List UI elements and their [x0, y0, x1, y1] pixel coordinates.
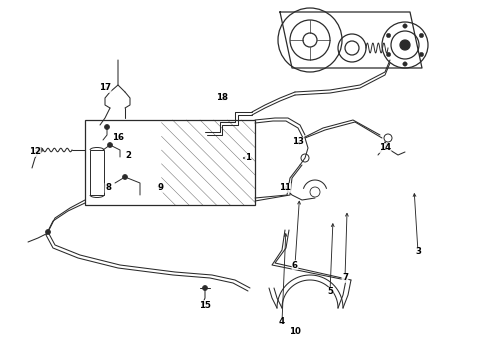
Text: 3: 3	[415, 248, 421, 256]
Bar	[90, 150, 104, 195]
Text: 17: 17	[99, 84, 111, 93]
Text: 13: 13	[292, 138, 304, 147]
Text: 16: 16	[112, 134, 124, 143]
Bar	[85, 120, 255, 205]
Text: 7: 7	[342, 274, 348, 283]
Text: 1: 1	[245, 153, 251, 162]
Circle shape	[403, 24, 407, 28]
Circle shape	[46, 230, 50, 234]
Text: 15: 15	[199, 301, 211, 310]
Text: 11: 11	[279, 184, 291, 193]
Circle shape	[403, 62, 407, 66]
Text: 18: 18	[216, 94, 228, 103]
Text: 12: 12	[29, 148, 41, 157]
Circle shape	[386, 52, 391, 57]
Circle shape	[202, 285, 207, 291]
Circle shape	[419, 33, 424, 38]
Text: 6: 6	[292, 261, 298, 270]
Text: 8: 8	[105, 184, 111, 193]
Circle shape	[104, 125, 109, 130]
Text: 9: 9	[157, 184, 163, 193]
Text: 2: 2	[125, 150, 131, 159]
Text: 5: 5	[327, 288, 333, 297]
Circle shape	[400, 40, 410, 50]
Circle shape	[38, 148, 43, 153]
Text: 10: 10	[289, 328, 301, 337]
Circle shape	[107, 143, 113, 148]
Text: 14: 14	[379, 144, 391, 153]
Circle shape	[386, 33, 391, 38]
Text: 4: 4	[279, 318, 285, 327]
Circle shape	[419, 52, 424, 57]
Circle shape	[122, 175, 127, 180]
